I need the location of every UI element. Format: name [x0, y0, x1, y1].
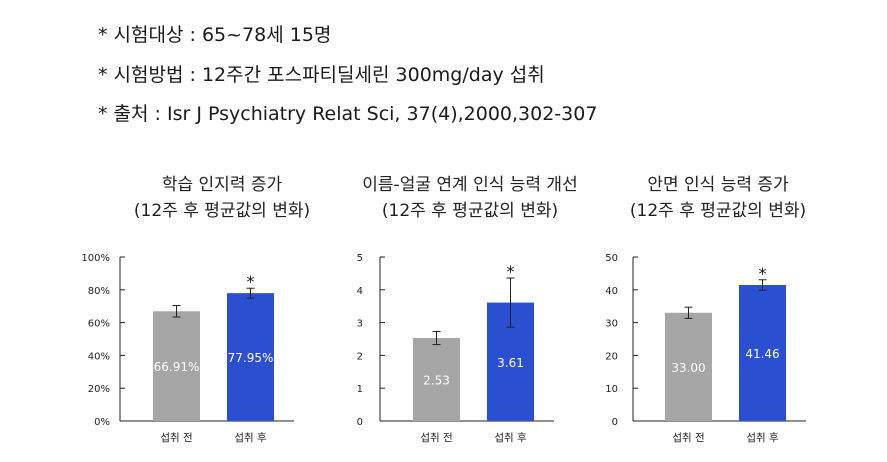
source-citation-text: * 출처 : Isr J Psychiatry Relat Sci, 37(4)…	[98, 103, 598, 125]
chart-3-category-label: 섭취 후	[746, 432, 779, 444]
chart-3-y-tick-label: 20	[605, 351, 618, 362]
chart-1-bar-after	[227, 293, 274, 421]
chart-2-y-tick-label: 5	[357, 253, 363, 264]
chart-1-category-label: 섭취 전	[160, 432, 192, 444]
chart-1-data-label: 77.95%	[228, 351, 274, 365]
chart-3-significance-star: *	[759, 264, 767, 283]
chart-1-significance-star: *	[247, 272, 255, 291]
chart-3-title: 안면 인식 능력 증가 (12주 후 평균값의 변화)	[630, 172, 806, 224]
chart-1-data-label: 66.91%	[154, 360, 200, 374]
chart-1-y-tick-label: 0%	[94, 417, 110, 428]
chart-2-title: 이름-얼굴 연계 인식 능력 개선 (12주 후 평균값의 변화)	[362, 172, 577, 224]
study-method-text: * 시험방법 : 12주간 포스파티딜세린 300mg/day 섭취	[98, 64, 545, 86]
chart-2-title-line2: (12주 후 평균값의 변화)	[381, 201, 559, 221]
study-subjects-text: * 시험대상 : 65~78세 15명	[98, 24, 332, 46]
chart-2-category-label: 섭취 전	[420, 432, 452, 444]
chart-1-title-line2: (12주 후 평균값의 변화)	[133, 201, 311, 221]
chart-1-y-tick-label: 80%	[88, 286, 110, 297]
chart-3-bar-after	[739, 285, 786, 421]
chart-2-significance-star: *	[507, 262, 515, 281]
chart-3-y-tick-label: 0	[612, 417, 618, 428]
chart-3-y-tick-label: 10	[605, 384, 618, 395]
chart-3-title-line1: 안면 인식 능력 증가	[647, 175, 789, 195]
chart-3-category-label: 섭취 전	[672, 432, 704, 444]
chart-1-title-line1: 학습 인지력 증가	[161, 175, 283, 195]
chart-3-y-tick-label: 40	[605, 286, 618, 297]
chart-2-data-label: 2.53	[423, 374, 450, 388]
chart-2-y-tick-label: 0	[357, 417, 363, 428]
chart-2-category-label: 섭취 후	[494, 432, 527, 444]
chart-2-data-label: 3.61	[497, 356, 524, 370]
chart-3-data-label: 41.46	[745, 347, 779, 361]
chart-1-y-tick-label: 60%	[88, 319, 110, 330]
chart-2-y-tick-label: 2	[357, 351, 363, 362]
chart-2-y-tick-label: 3	[357, 319, 363, 330]
chart-1-category-label: 섭취 후	[234, 432, 267, 444]
chart-3-bar-before	[665, 312, 712, 421]
chart-1-title: 학습 인지력 증가 (12주 후 평균값의 변화)	[134, 172, 310, 224]
chart-2-bar-before	[413, 338, 460, 421]
chart-2-y-tick-label: 4	[357, 286, 363, 297]
chart-1-y-tick-label: 100%	[81, 253, 110, 264]
chart-1-bar-before	[153, 311, 200, 421]
chart-3-y-tick-label: 30	[605, 319, 618, 330]
chart-1-y-tick-label: 20%	[88, 384, 110, 395]
chart-3-title-line2: (12주 후 평균값의 변화)	[629, 201, 807, 221]
chart-1-y-tick-label: 40%	[88, 351, 110, 362]
chart-3-y-tick-label: 50	[605, 253, 618, 264]
chart-3-data-label: 33.00	[671, 361, 705, 375]
chart-2-y-tick-label: 1	[357, 384, 363, 395]
chart-2-title-line1: 이름-얼굴 연계 인식 능력 개선	[362, 175, 578, 195]
